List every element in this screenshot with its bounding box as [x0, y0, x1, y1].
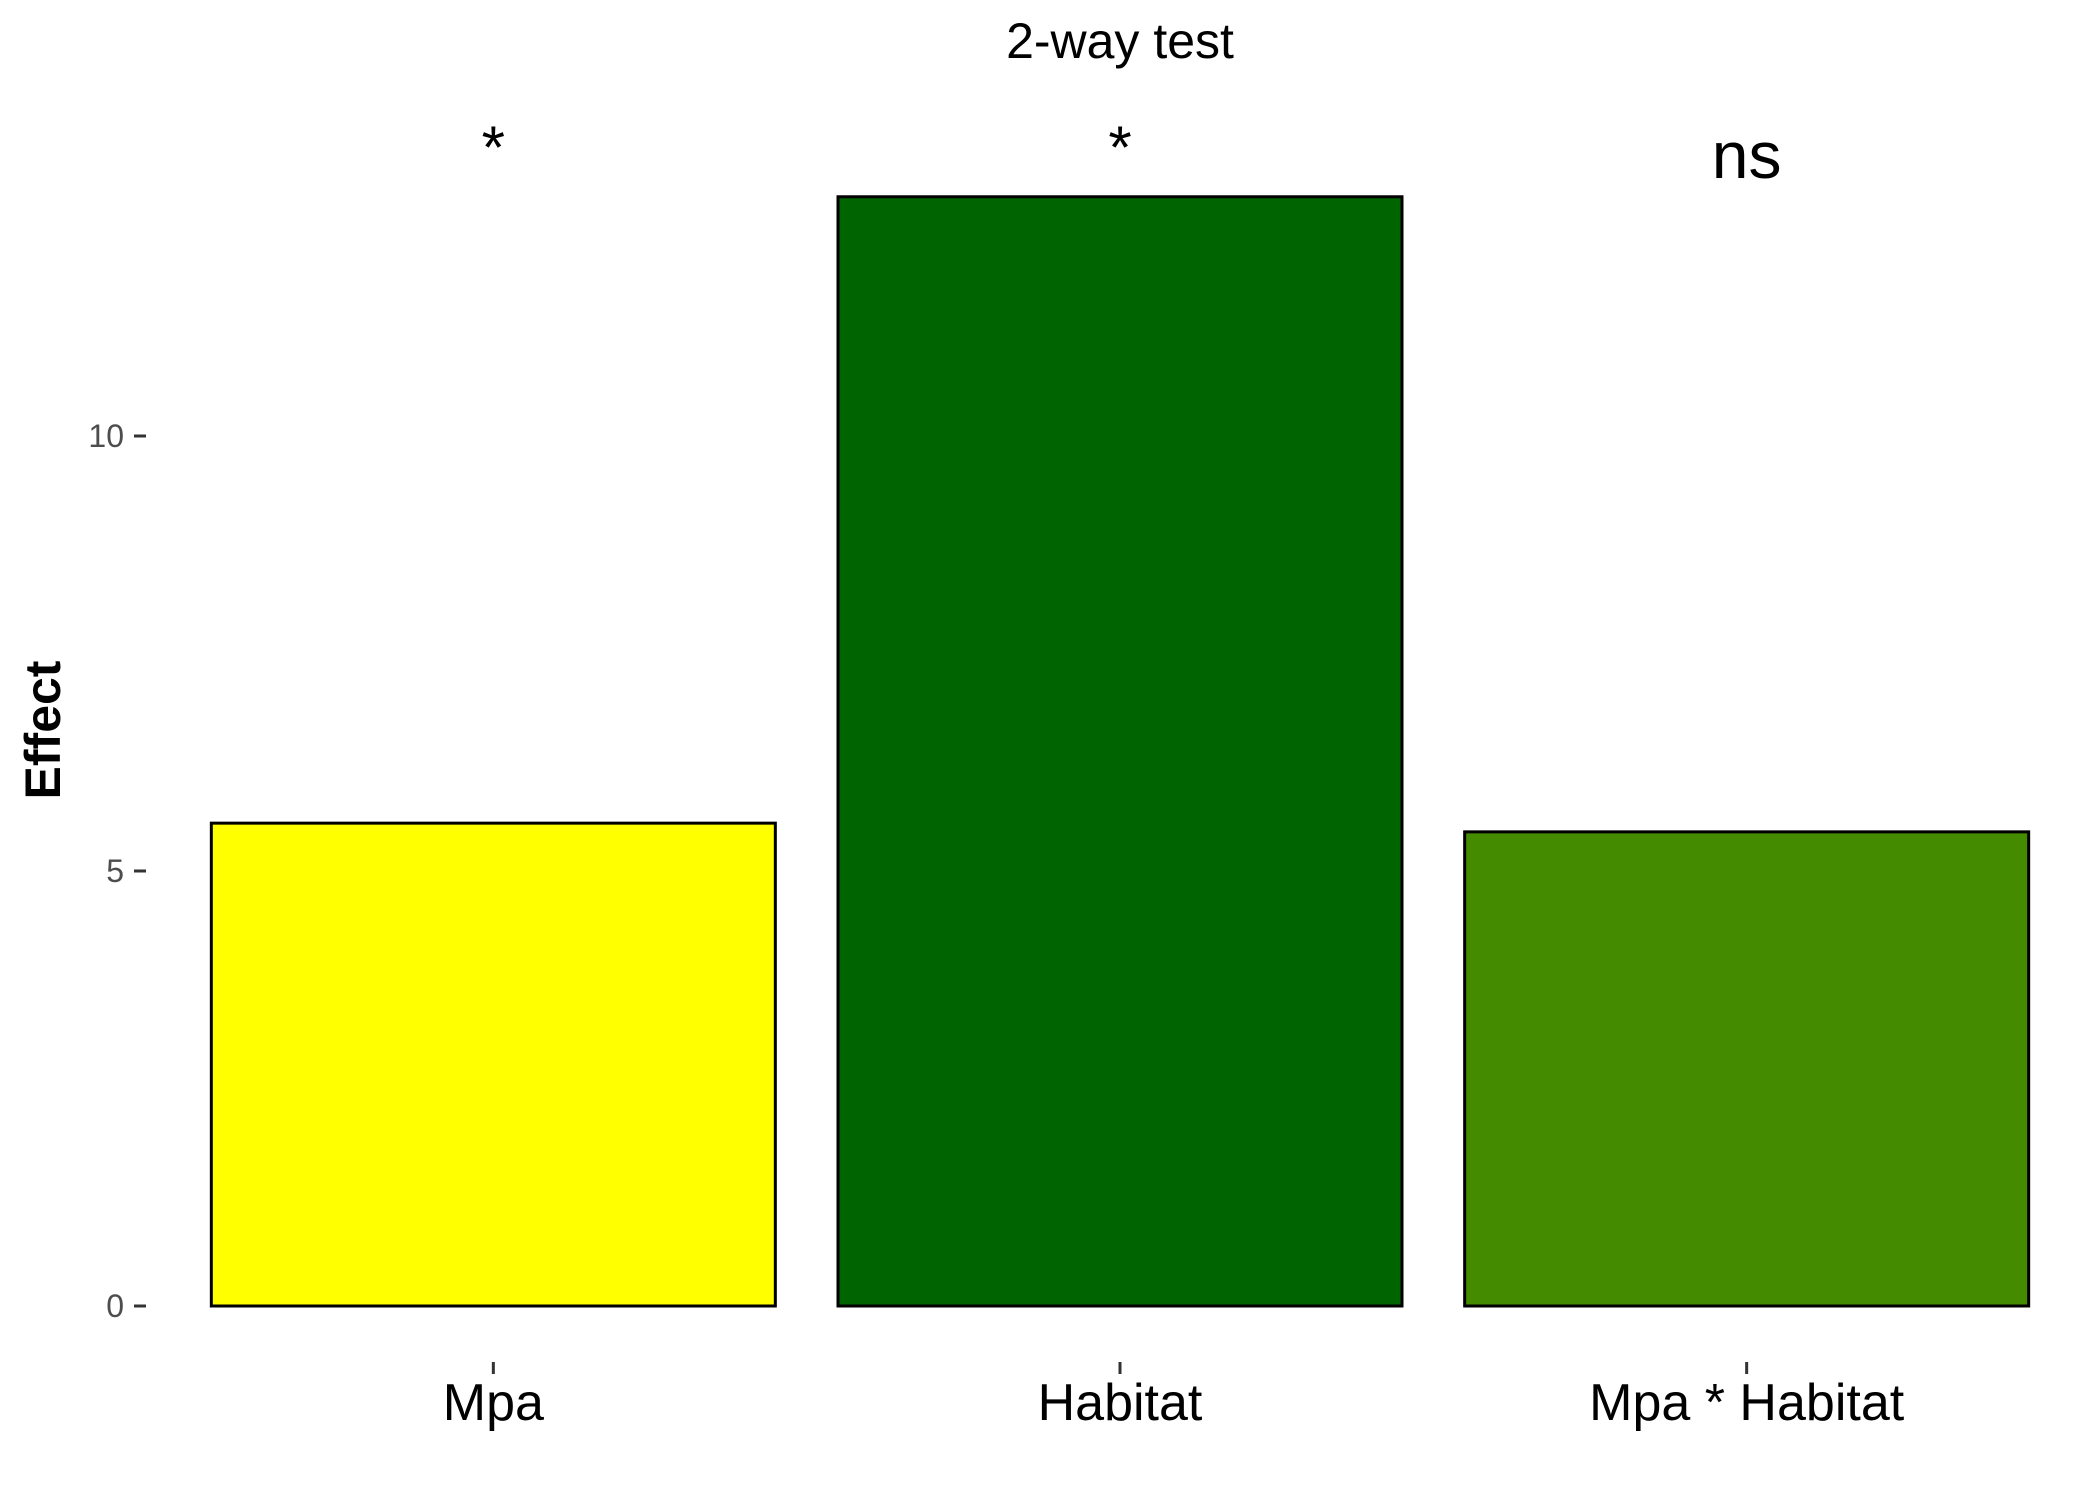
x-tick-label: Habitat — [1038, 1374, 1203, 1432]
bar — [209, 821, 777, 1308]
y-tick-label: 10 — [88, 418, 124, 454]
y-axis: 0 5 10 — [88, 418, 146, 1324]
bars — [209, 195, 2031, 1308]
chart-title: 2-way test — [1006, 13, 1234, 69]
x-axis: Mpa Habitat Mpa * Habitat — [443, 1362, 1905, 1432]
significance-label: ns — [1712, 118, 1782, 192]
y-tick-label: 5 — [106, 853, 124, 889]
significance-annotations: * * ns — [482, 114, 1782, 192]
x-tick-label: Mpa — [443, 1374, 544, 1432]
bar — [1463, 830, 2031, 1308]
bar — [836, 195, 1404, 1308]
significance-label: * — [482, 114, 505, 181]
x-tick-label: Mpa * Habitat — [1589, 1374, 1905, 1432]
y-axis-label: Effect — [15, 660, 71, 799]
y-tick-label: 0 — [106, 1288, 124, 1324]
significance-label: * — [1108, 114, 1131, 181]
